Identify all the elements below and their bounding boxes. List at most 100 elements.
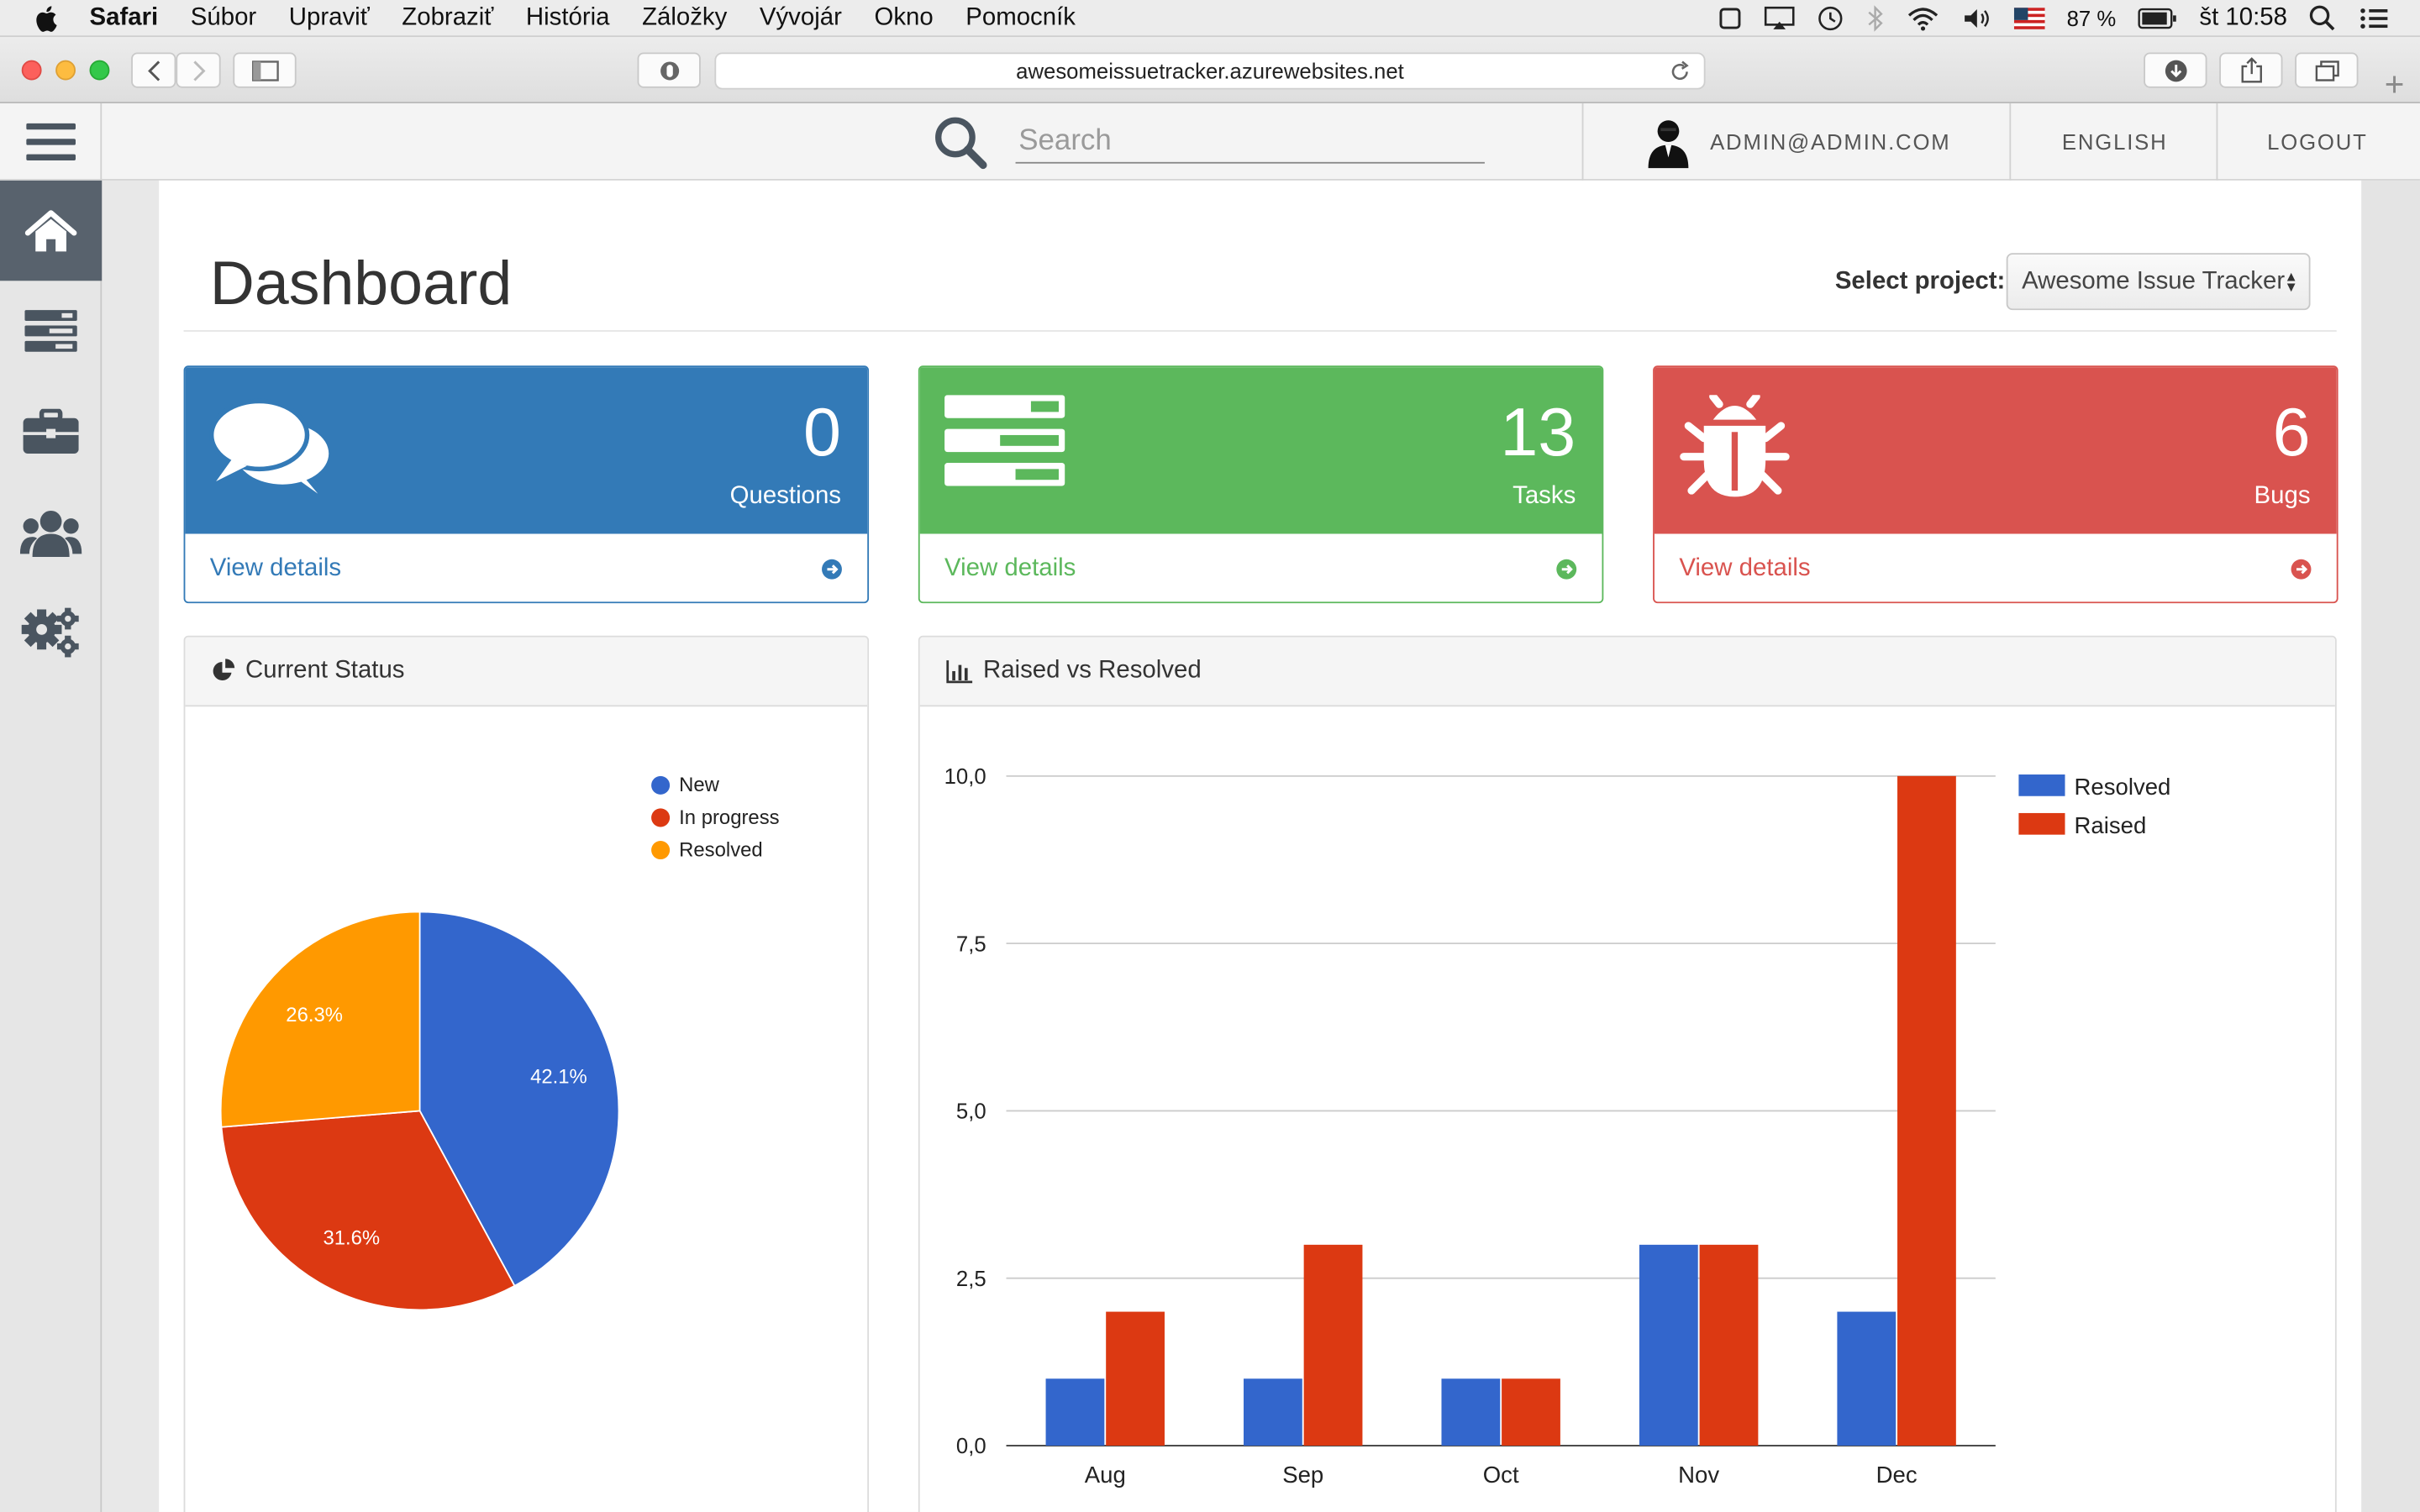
bar-raised-nov[interactable] <box>1699 1244 1759 1446</box>
search-input[interactable] <box>1015 121 1485 163</box>
tabs-overview-button[interactable] <box>2295 52 2359 88</box>
legend-swatch-in-progress <box>651 807 671 827</box>
bar-raised-sep[interactable] <box>1303 1244 1363 1446</box>
header-divider <box>2216 103 2218 181</box>
downloads-button[interactable] <box>2144 52 2207 88</box>
tasks-icon <box>944 395 1065 486</box>
right-gutter <box>2361 180 2420 1512</box>
logout-button[interactable]: LOGOUT <box>2267 129 2368 155</box>
wifi-icon[interactable] <box>1907 6 1940 31</box>
menu-vyvojar[interactable]: Vývojár <box>759 3 842 30</box>
minimize-window-button[interactable] <box>55 60 76 81</box>
window-status-icon[interactable] <box>1718 6 1743 30</box>
questions-label: Questions <box>729 482 842 510</box>
current-status-panel: Current Status 42.1% 31.6% 26.3% New In pr… <box>183 635 870 1512</box>
menu-okno[interactable]: Okno <box>874 3 934 30</box>
legend-item-in-progress: In progress <box>651 805 780 829</box>
menu-zobrazit[interactable]: Zobraziť <box>402 3 494 30</box>
legend-swatch-raised <box>2018 812 2065 835</box>
raised-vs-resolved-header: Raised vs Resolved <box>919 637 2335 707</box>
macos-menubar: Safari Súbor Upraviť Zobraziť História Z… <box>0 0 2420 38</box>
airplay-icon[interactable] <box>1765 6 1796 30</box>
back-button[interactable] <box>131 52 176 88</box>
y-tick-label: 5,0 <box>956 1100 986 1124</box>
menubar-app-name[interactable]: Safari <box>89 3 159 30</box>
bar-raised-oct[interactable] <box>1502 1378 1560 1446</box>
legend-label-in-progress: In progress <box>679 805 780 829</box>
x-tick-label: Oct <box>1483 1462 1519 1488</box>
menu-zalozky[interactable]: Záložky <box>642 3 728 30</box>
bar-raised-dec[interactable] <box>1897 775 1956 1446</box>
tasks-label: Tasks <box>1512 482 1576 510</box>
address-bar[interactable]: awesomeissuetracker.azurewebsites.net <box>714 52 1706 90</box>
comments-icon <box>209 398 329 494</box>
share-icon <box>2240 57 2262 83</box>
bar-resolved-sep[interactable] <box>1244 1378 1302 1446</box>
share-button[interactable] <box>2219 52 2283 88</box>
menu-historia[interactable]: História <box>525 3 610 30</box>
project-select-value: Awesome Issue Tracker <box>2022 267 2286 294</box>
questions-view-details-text: View details <box>209 555 342 582</box>
sidebar-item-projects[interactable] <box>0 381 102 481</box>
bar-resolved-oct[interactable] <box>1441 1378 1501 1446</box>
sidebar-toggle-button[interactable] <box>233 52 297 88</box>
chevron-right-icon <box>192 60 205 81</box>
sidebar-item-settings[interactable] <box>0 581 102 681</box>
legend-item-resolved: Resolved <box>651 837 763 861</box>
menu-pomocnik[interactable]: Pomocník <box>965 3 1076 30</box>
bar-raised-aug[interactable] <box>1106 1311 1165 1446</box>
tasks-icon <box>24 309 77 351</box>
search-area <box>932 103 1485 181</box>
bugs-view-details-link[interactable]: View details <box>1655 533 2337 601</box>
menu-upravit[interactable]: Upraviť <box>288 3 370 30</box>
tasks-card-header: 13 Tasks <box>919 367 1602 534</box>
bar-resolved-nov[interactable] <box>1639 1244 1698 1446</box>
bug-icon <box>1680 395 1790 497</box>
menu-subor[interactable]: Súbor <box>190 3 257 30</box>
users-icon <box>19 510 82 557</box>
bugs-card: 6 Bugs View details <box>1653 365 2338 604</box>
notification-center-icon[interactable] <box>2358 6 2389 30</box>
project-select[interactable]: Awesome Issue Tracker ▲ ▼ <box>2006 253 2311 311</box>
sidebar-item-home[interactable] <box>0 180 103 281</box>
pie-label-new: 42.1% <box>530 1066 587 1089</box>
time-machine-icon[interactable] <box>1817 5 1844 33</box>
pie-slice-resolved[interactable] <box>219 911 421 1128</box>
sidebar-item-users[interactable] <box>0 481 102 581</box>
zoom-window-button[interactable] <box>89 60 110 81</box>
spotlight-search-icon[interactable] <box>2309 5 2337 33</box>
forward-button[interactable] <box>176 52 221 88</box>
user-email: ADMIN@ADMIN.COM <box>1710 129 1951 155</box>
pie-label-in-progress: 31.6% <box>324 1227 381 1250</box>
select-arrows-icon: ▲ ▼ <box>2284 268 2298 295</box>
volume-icon[interactable] <box>1962 6 1993 30</box>
tasks-view-details-link[interactable]: View details <box>920 533 1602 601</box>
battery-percentage[interactable]: 87 % <box>2066 6 2117 31</box>
new-tab-button[interactable]: + <box>2384 65 2405 104</box>
sidebar-item-tasks[interactable] <box>0 281 102 381</box>
user-menu[interactable]: ADMIN@ADMIN.COM <box>1645 103 1951 181</box>
search-icon[interactable] <box>932 114 987 170</box>
privacy-button[interactable] <box>637 52 701 88</box>
battery-icon[interactable] <box>2138 8 2178 29</box>
sidebar-icon <box>251 60 278 81</box>
hamburger-icon <box>25 123 76 161</box>
main-content: Dashboard Select project: Awesome Issue … <box>159 180 2362 1512</box>
bluetooth-icon[interactable] <box>1866 5 1885 33</box>
questions-view-details-link[interactable]: View details <box>185 533 867 601</box>
user-avatar-icon <box>1648 120 1689 169</box>
arrow-circle-right-icon <box>822 559 842 580</box>
menubar-clock[interactable]: št 10:58 <box>2199 4 2287 31</box>
pie-slice-in-progress[interactable] <box>220 1110 516 1311</box>
pie-slice-new[interactable] <box>418 911 620 1288</box>
reload-icon[interactable] <box>1668 60 1691 84</box>
menu-toggle-button[interactable] <box>0 103 103 181</box>
close-window-button[interactable] <box>21 60 42 81</box>
legend-label-resolved: Resolved <box>2075 774 2171 800</box>
bar-resolved-aug[interactable] <box>1045 1378 1105 1446</box>
us-flag-icon[interactable] <box>2014 8 2045 29</box>
legend-swatch-new <box>651 774 671 794</box>
apple-menu-icon[interactable] <box>31 4 65 32</box>
language-button[interactable]: ENGLISH <box>2061 129 2168 155</box>
bar-resolved-dec[interactable] <box>1837 1311 1897 1446</box>
